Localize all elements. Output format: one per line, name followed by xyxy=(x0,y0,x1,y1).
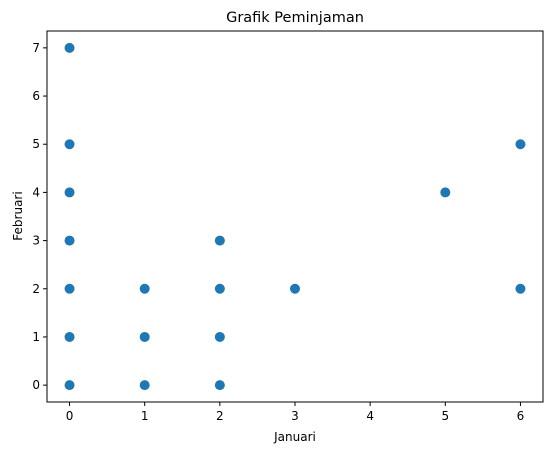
y-tick-label-6: 6 xyxy=(32,89,40,103)
data-point-11 xyxy=(214,283,225,294)
data-point-14 xyxy=(290,283,300,294)
y-tick-label-4: 4 xyxy=(32,185,40,199)
data-point-3 xyxy=(64,235,75,246)
x-axis-ticks: 0 1 2 3 4 5 6 xyxy=(66,402,525,423)
x-tick-label-4: 4 xyxy=(366,409,374,423)
x-tick-label-1: 1 xyxy=(141,409,149,423)
data-point-8 xyxy=(139,331,150,342)
x-tick-label-0: 0 xyxy=(66,409,74,423)
y-tick-label-3: 3 xyxy=(32,234,40,248)
data-point-4 xyxy=(64,283,75,294)
data-point-16 xyxy=(515,139,526,150)
data-point-13 xyxy=(214,380,225,391)
y-axis-ticks: 0 1 2 3 4 5 6 7 xyxy=(32,41,47,392)
x-axis-label: Januari xyxy=(273,430,316,444)
data-point-0 xyxy=(64,42,75,53)
data-point-6 xyxy=(64,380,75,391)
data-point-9 xyxy=(139,380,150,391)
y-tick-label-7: 7 xyxy=(32,41,40,55)
data-point-15 xyxy=(440,187,451,198)
data-point-5 xyxy=(64,331,75,342)
data-point-10 xyxy=(214,235,225,246)
data-point-7 xyxy=(139,283,150,294)
y-tick-label-2: 2 xyxy=(32,282,40,296)
y-tick-label-0: 0 xyxy=(32,378,40,392)
chart-title: Grafik Peminjaman xyxy=(226,10,364,26)
y-axis-label: Februari xyxy=(11,191,25,240)
x-tick-label-5: 5 xyxy=(441,409,449,423)
data-point-17 xyxy=(515,283,526,294)
y-tick-label-1: 1 xyxy=(32,330,40,344)
points-layer xyxy=(64,42,526,391)
x-tick-label-3: 3 xyxy=(291,409,299,423)
data-point-1 xyxy=(64,139,75,150)
data-point-2 xyxy=(64,187,75,198)
x-tick-label-2: 2 xyxy=(216,409,224,423)
x-tick-label-6: 6 xyxy=(517,409,525,423)
data-point-12 xyxy=(214,331,225,342)
y-tick-label-5: 5 xyxy=(32,137,40,151)
